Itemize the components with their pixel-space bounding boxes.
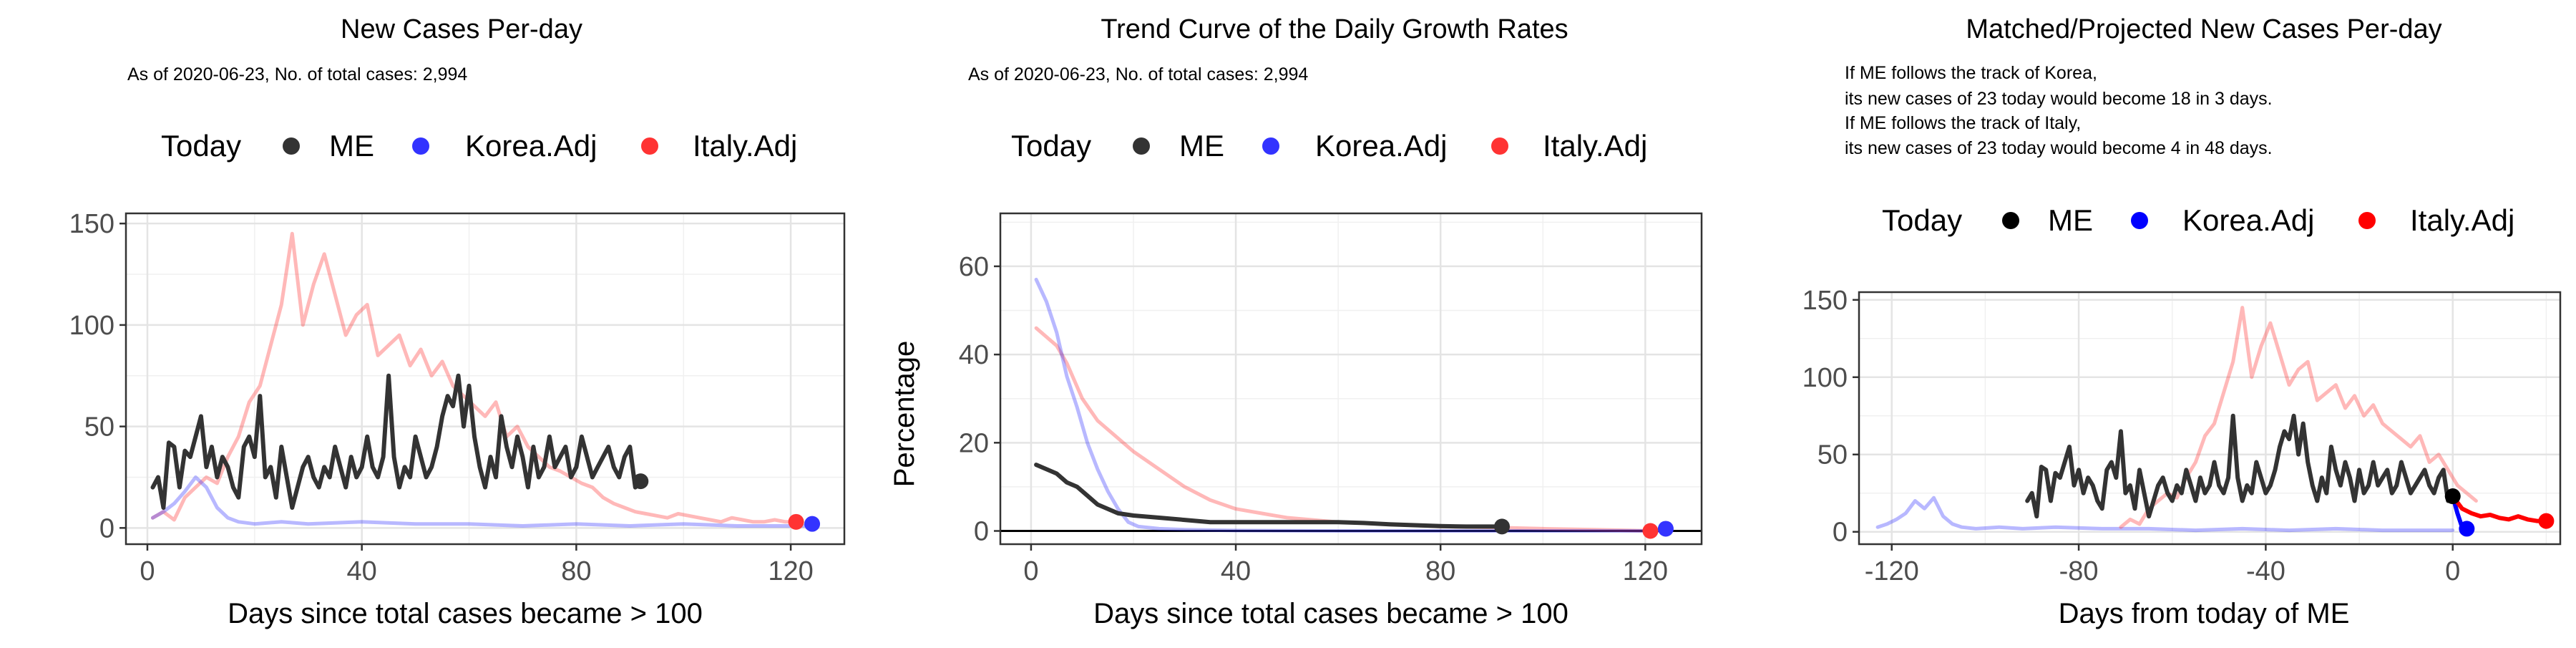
y-tick-label: 150 bbox=[69, 209, 114, 239]
today-point-me bbox=[633, 473, 649, 490]
x-tick-label: -40 bbox=[2246, 556, 2285, 586]
series-line-me bbox=[1034, 463, 1504, 529]
y-tick-label: 100 bbox=[69, 311, 114, 341]
y-tick-label: 100 bbox=[1802, 363, 1848, 393]
panel3-legend-marker-me bbox=[2002, 212, 2019, 229]
today-point-korea-adj bbox=[2459, 521, 2475, 537]
y-tick-label: 0 bbox=[99, 513, 114, 543]
panel3-xlabel: Days from today of ME bbox=[2059, 598, 2350, 629]
panel3-note-4: its new cases of 23 today would become 4… bbox=[1845, 138, 2273, 158]
series-line-me bbox=[150, 373, 643, 510]
panel1-legend-label-italy: Italy.Adj bbox=[693, 129, 797, 163]
x-tick-label: 80 bbox=[1425, 556, 1455, 586]
panel1-plot: 0 40 80 120 0 50 100 150 bbox=[69, 209, 846, 586]
panel3-note-2: its new cases of 23 today would become 1… bbox=[1845, 89, 2273, 109]
panel3-note-1: If ME follows the track of Korea, bbox=[1845, 63, 2097, 83]
x-tick-label: 0 bbox=[140, 556, 155, 586]
panel1-legend-label-korea: Korea.Adj bbox=[465, 129, 597, 163]
today-point-italy-adj bbox=[1642, 523, 1659, 539]
today-point-korea-adj bbox=[804, 516, 821, 532]
panel3-note-3: If ME follows the track of Italy, bbox=[1845, 113, 2081, 133]
panel2-legend-title: Today bbox=[1011, 129, 1091, 163]
panel2-title: Trend Curve of the Daily Growth Rates bbox=[1101, 14, 1568, 44]
y-tick-label: 150 bbox=[1802, 286, 1848, 316]
panel-border bbox=[1858, 291, 2562, 546]
panel2-legend-label-me: ME bbox=[1179, 129, 1224, 163]
panel3-notes: If ME follows the track of Korea, its ne… bbox=[1845, 63, 2273, 158]
panel3-legend-marker-italy bbox=[2358, 212, 2376, 229]
panel2-ylabel: Percentage bbox=[889, 341, 920, 488]
y-tick-label: 50 bbox=[84, 412, 114, 443]
panel1-subtitle: As of 2020-06-23, No. of total cases: 2,… bbox=[127, 64, 467, 84]
y-tick-label: 0 bbox=[974, 517, 989, 547]
panel3-legend-label-korea: Korea.Adj bbox=[2182, 203, 2314, 237]
panel3-plot: -120 -80 -40 0 0 50 100 150 bbox=[1802, 286, 2562, 586]
panel1-legend-title: Today bbox=[161, 129, 241, 163]
x-tick-label: -120 bbox=[1865, 556, 1919, 586]
panel1-legend-marker-korea bbox=[412, 137, 429, 155]
x-tick-label: 0 bbox=[2445, 556, 2460, 586]
panel2-legend-marker-korea bbox=[1262, 137, 1279, 155]
today-point-me bbox=[1494, 518, 1511, 535]
panel3-title: Matched/Projected New Cases Per-day bbox=[1966, 14, 2441, 44]
series-line-italy-adj bbox=[151, 231, 799, 524]
series-line-korea-adj-matched bbox=[1875, 495, 2455, 533]
y-tick-label: 60 bbox=[959, 252, 989, 282]
panel2-legend: Today ME Korea.Adj Italy.Adj bbox=[1011, 129, 1647, 163]
x-tick-label: 120 bbox=[768, 556, 813, 586]
today-point-italy-adj bbox=[788, 513, 804, 530]
y-tick-label: 50 bbox=[1818, 440, 1848, 470]
panel1-legend-marker-italy bbox=[641, 137, 658, 155]
x-tick-label: 40 bbox=[1221, 556, 1251, 586]
x-tick-label: 0 bbox=[1023, 556, 1038, 586]
panel-border bbox=[125, 212, 846, 546]
series-line-italy-adj-projected bbox=[2450, 494, 2549, 523]
today-point-italy-adj bbox=[2538, 513, 2555, 529]
today-point-korea-adj bbox=[1657, 521, 1674, 537]
panel2-xlabel: Days since total cases became > 100 bbox=[1093, 598, 1568, 629]
panel2-legend-marker-italy bbox=[1491, 137, 1508, 155]
y-tick-label: 20 bbox=[959, 428, 989, 458]
x-tick-label: 120 bbox=[1623, 556, 1668, 586]
panel2-legend-marker-me bbox=[1133, 137, 1150, 155]
today-point-me bbox=[2444, 488, 2461, 505]
panel-border bbox=[999, 212, 1703, 546]
panel-background bbox=[1859, 292, 2560, 544]
panel2-legend-label-korea: Korea.Adj bbox=[1315, 129, 1447, 163]
panel1-legend-marker-me bbox=[283, 137, 300, 155]
panel2-plot: 0 40 80 120 0 20 40 60 bbox=[959, 212, 1703, 586]
panel2-legend-label-italy: Italy.Adj bbox=[1543, 129, 1647, 163]
panel3-legend-title: Today bbox=[1882, 203, 1962, 237]
panel3-legend: Today ME Korea.Adj Italy.Adj bbox=[1882, 203, 2514, 237]
y-tick-label: 40 bbox=[959, 340, 989, 370]
panel3-legend-label-me: ME bbox=[2048, 203, 2093, 237]
panel-background bbox=[1000, 213, 1702, 544]
panel3-legend-label-italy: Italy.Adj bbox=[2410, 203, 2514, 237]
panel3-legend-marker-korea bbox=[2131, 212, 2148, 229]
panel1-xlabel: Days since total cases became > 100 bbox=[228, 598, 703, 629]
series-line-korea-adj bbox=[151, 475, 814, 528]
panel1-title: New Cases Per-day bbox=[341, 14, 582, 44]
panel2-subtitle: As of 2020-06-23, No. of total cases: 2,… bbox=[968, 64, 1308, 84]
panel1-legend-label-me: ME bbox=[329, 129, 374, 163]
panel1-legend: Today ME Korea.Adj Italy.Adj bbox=[161, 129, 797, 163]
series-line-me bbox=[2025, 413, 2455, 519]
y-tick-label: 0 bbox=[1833, 518, 1848, 548]
x-tick-label: 40 bbox=[347, 556, 377, 586]
x-tick-label: -80 bbox=[2059, 556, 2099, 586]
panel-background bbox=[126, 213, 844, 544]
x-tick-label: 80 bbox=[561, 556, 591, 586]
